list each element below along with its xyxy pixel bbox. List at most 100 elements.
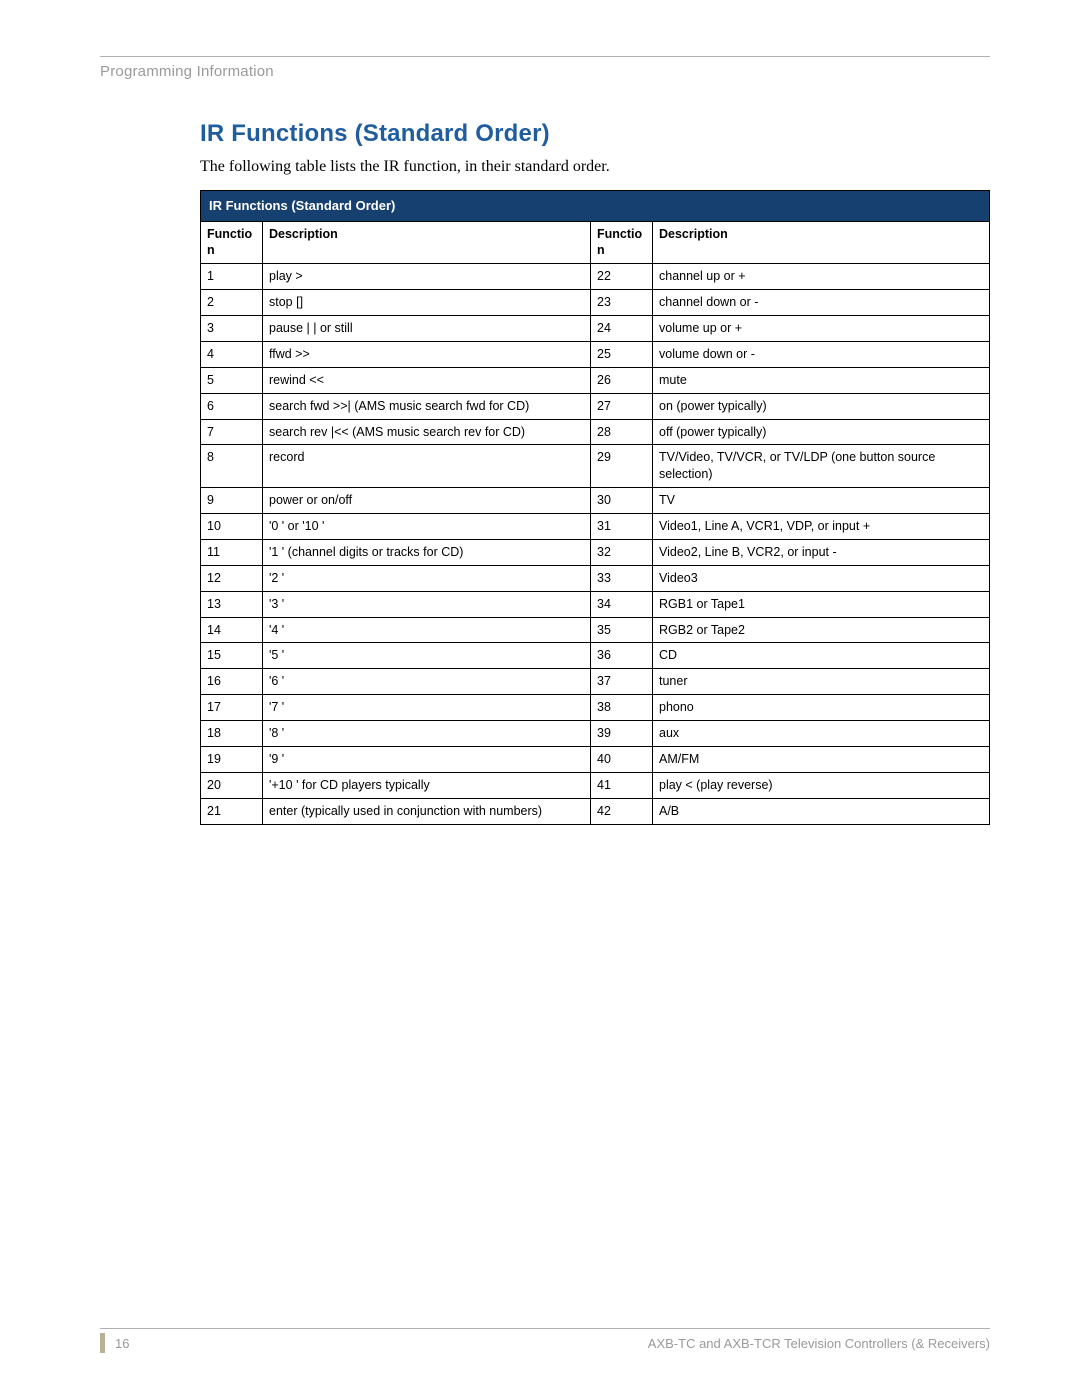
- function-cell: 19: [201, 746, 263, 772]
- description-cell: off (power typically): [653, 419, 990, 445]
- description-cell: TV: [653, 488, 990, 514]
- function-cell: 20: [201, 772, 263, 798]
- function-cell: 27: [591, 393, 653, 419]
- description-cell: power or on/off: [263, 488, 591, 514]
- table-row: 12'2 '33Video3: [201, 565, 990, 591]
- col-header-line1: Functio: [597, 226, 646, 243]
- table-row: 4ffwd >>25volume down or -: [201, 341, 990, 367]
- function-cell: 30: [591, 488, 653, 514]
- description-cell: aux: [653, 721, 990, 747]
- table-row: 19'9 '40AM/FM: [201, 746, 990, 772]
- description-cell: '3 ': [263, 591, 591, 617]
- table-title-cell: IR Functions (Standard Order): [201, 191, 990, 222]
- function-cell: 40: [591, 746, 653, 772]
- function-cell: 25: [591, 341, 653, 367]
- function-cell: 39: [591, 721, 653, 747]
- description-cell: '1 ' (channel digits or tracks for CD): [263, 539, 591, 565]
- description-cell: volume down or -: [653, 341, 990, 367]
- function-cell: 1: [201, 264, 263, 290]
- section-heading: IR Functions (Standard Order): [200, 120, 990, 148]
- function-cell: 13: [201, 591, 263, 617]
- footer-doc-title: AXB-TC and AXB-TCR Television Controller…: [648, 1336, 990, 1351]
- table-row: 13'3 '34RGB1 or Tape1: [201, 591, 990, 617]
- description-cell: '7 ': [263, 695, 591, 721]
- description-cell: volume up or +: [653, 316, 990, 342]
- description-cell: AM/FM: [653, 746, 990, 772]
- table-header-row: Functio n Description Functio n Descript…: [201, 221, 990, 264]
- description-cell: channel up or +: [653, 264, 990, 290]
- function-cell: 32: [591, 539, 653, 565]
- table-row: 18'8 '39aux: [201, 721, 990, 747]
- table-body: 1play >22channel up or +2stop []23channe…: [201, 264, 990, 824]
- table-row: 17'7 '38phono: [201, 695, 990, 721]
- description-cell: '5 ': [263, 643, 591, 669]
- description-cell: '6 ': [263, 669, 591, 695]
- function-cell: 38: [591, 695, 653, 721]
- function-cell: 5: [201, 367, 263, 393]
- description-cell: Video2, Line B, VCR2, or input -: [653, 539, 990, 565]
- page-footer: 16 AXB-TC and AXB-TCR Television Control…: [100, 1328, 990, 1353]
- description-cell: '4 ': [263, 617, 591, 643]
- function-cell: 16: [201, 669, 263, 695]
- description-cell: rewind <<: [263, 367, 591, 393]
- description-cell: RGB2 or Tape2: [653, 617, 990, 643]
- table-row: 11'1 ' (channel digits or tracks for CD)…: [201, 539, 990, 565]
- table-row: 20'+10 ' for CD players typically41play …: [201, 772, 990, 798]
- description-cell: tuner: [653, 669, 990, 695]
- function-cell: 24: [591, 316, 653, 342]
- function-cell: 28: [591, 419, 653, 445]
- table-row: 6search fwd >>| (AMS music search fwd fo…: [201, 393, 990, 419]
- description-cell: search fwd >>| (AMS music search fwd for…: [263, 393, 591, 419]
- function-cell: 17: [201, 695, 263, 721]
- table-row: 21enter (typically used in conjunction w…: [201, 798, 990, 824]
- function-cell: 4: [201, 341, 263, 367]
- function-cell: 21: [201, 798, 263, 824]
- table-row: 2stop []23channel down or -: [201, 290, 990, 316]
- footer-block: 16 AXB-TC and AXB-TCR Television Control…: [100, 1333, 990, 1353]
- description-cell: on (power typically): [653, 393, 990, 419]
- col-header-line2: n: [597, 242, 646, 259]
- function-cell: 42: [591, 798, 653, 824]
- description-cell: play >: [263, 264, 591, 290]
- description-cell: '2 ': [263, 565, 591, 591]
- function-cell: 29: [591, 445, 653, 488]
- col-header-line1: Functio: [207, 226, 256, 243]
- table-row: 10'0 ' or '10 '31Video1, Line A, VCR1, V…: [201, 514, 990, 540]
- description-cell: CD: [653, 643, 990, 669]
- function-cell: 9: [201, 488, 263, 514]
- function-cell: 7: [201, 419, 263, 445]
- description-cell: A/B: [653, 798, 990, 824]
- col-header-function-2: Functio n: [591, 221, 653, 264]
- function-cell: 18: [201, 721, 263, 747]
- col-header-function-1: Functio n: [201, 221, 263, 264]
- table-row: 7search rev |<< (AMS music search rev fo…: [201, 419, 990, 445]
- description-cell: search rev |<< (AMS music search rev for…: [263, 419, 591, 445]
- table-row: 15'5 '36CD: [201, 643, 990, 669]
- header-rule: [100, 56, 990, 57]
- description-cell: phono: [653, 695, 990, 721]
- table-row: 8record29TV/Video, TV/VCR, or TV/LDP (on…: [201, 445, 990, 488]
- function-cell: 8: [201, 445, 263, 488]
- description-cell: '8 ': [263, 721, 591, 747]
- col-header-description-2: Description: [653, 221, 990, 264]
- footer-rule: [100, 1328, 990, 1329]
- description-cell: enter (typically used in conjunction wit…: [263, 798, 591, 824]
- ir-functions-table: IR Functions (Standard Order) Functio n …: [200, 190, 990, 825]
- table-row: 1play >22channel up or +: [201, 264, 990, 290]
- function-cell: 6: [201, 393, 263, 419]
- content-area: IR Functions (Standard Order) The follow…: [100, 120, 990, 825]
- function-cell: 31: [591, 514, 653, 540]
- col-header-description-1: Description: [263, 221, 591, 264]
- table-row: 5rewind <<26mute: [201, 367, 990, 393]
- description-cell: ffwd >>: [263, 341, 591, 367]
- page-header: Programming Information: [100, 63, 990, 80]
- function-cell: 35: [591, 617, 653, 643]
- function-cell: 15: [201, 643, 263, 669]
- function-cell: 2: [201, 290, 263, 316]
- function-cell: 36: [591, 643, 653, 669]
- description-cell: RGB1 or Tape1: [653, 591, 990, 617]
- function-cell: 34: [591, 591, 653, 617]
- description-cell: Video3: [653, 565, 990, 591]
- description-cell: record: [263, 445, 591, 488]
- description-cell: '0 ' or '10 ': [263, 514, 591, 540]
